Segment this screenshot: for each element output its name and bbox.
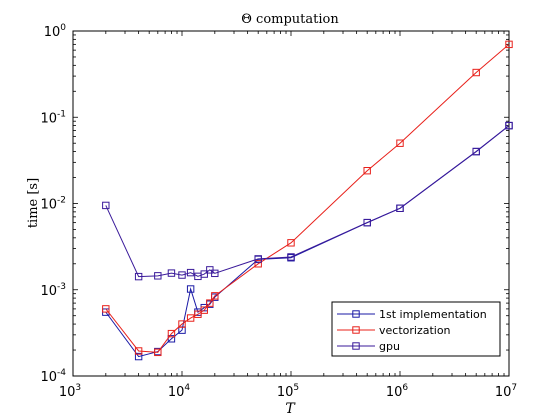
data-point — [200, 270, 208, 278]
legend-box — [331, 301, 501, 357]
legend-label: gpu — [379, 340, 400, 353]
data-point — [505, 121, 513, 130]
y-tick-label: 10-3 — [40, 282, 66, 299]
data-point — [167, 329, 176, 338]
data-point — [134, 347, 143, 355]
chart-title: Θ computation — [241, 12, 339, 27]
data-point — [154, 272, 162, 280]
data-point — [254, 255, 262, 263]
data-point — [206, 299, 214, 307]
series-layer — [102, 40, 513, 361]
legend-entries: 1st implementation vectorization gpu — [337, 308, 487, 353]
y-tick-label: 10-1 — [40, 109, 66, 126]
data-point — [363, 167, 371, 175]
data-point — [396, 204, 404, 212]
y-tick-label: 100 — [44, 23, 67, 40]
x-tick-label: 104 — [168, 383, 191, 400]
legend-label: 1st implementation — [379, 308, 487, 321]
legend-label: vectorization — [379, 324, 451, 337]
data-point — [287, 239, 295, 247]
legend-entry: gpu — [337, 340, 400, 353]
data-point — [186, 314, 195, 322]
series-2 — [102, 40, 513, 357]
data-point — [102, 201, 110, 210]
data-point — [396, 139, 404, 147]
data-point — [178, 320, 186, 328]
data-point — [211, 269, 219, 278]
legend-entry: vectorization — [337, 324, 451, 337]
x-tick-label: 106 — [386, 383, 409, 400]
data-point — [505, 40, 513, 49]
legend-marker — [352, 342, 360, 350]
x-tick-label: 105 — [277, 383, 299, 400]
legend-entry: 1st implementation — [337, 308, 487, 321]
data-point — [363, 218, 371, 227]
x-tick-label: 107 — [495, 383, 517, 400]
legend-marker — [352, 326, 360, 334]
data-point — [186, 268, 195, 277]
y-tick-label: 10-4 — [40, 368, 66, 385]
data-point — [287, 253, 295, 261]
data-point — [194, 310, 202, 318]
series-3 — [102, 121, 513, 281]
y-axis-label: time [s] — [26, 178, 41, 228]
x-tick-label: 103 — [59, 383, 81, 400]
data-point — [254, 260, 262, 268]
data-point — [186, 285, 195, 293]
legend: 1st implementation vectorization gpu — [331, 301, 501, 357]
axis-ticks — [72, 30, 510, 377]
data-point — [200, 306, 208, 314]
data-point — [167, 269, 176, 277]
data-point — [102, 305, 110, 313]
data-point — [472, 147, 480, 156]
data-point — [178, 271, 186, 279]
y-tick-labels: 10-4 10-3 10-2 10-1 100 — [40, 23, 66, 385]
data-point — [472, 68, 480, 77]
data-point — [154, 348, 162, 357]
x-axis-label: T — [285, 401, 296, 417]
data-point — [134, 272, 143, 281]
x-tick-labels: 103 104 105 106 107 — [59, 383, 517, 400]
data-point — [134, 352, 143, 361]
y-tick-label: 10-2 — [40, 196, 66, 213]
data-point — [211, 292, 219, 300]
legend-marker — [352, 310, 360, 318]
